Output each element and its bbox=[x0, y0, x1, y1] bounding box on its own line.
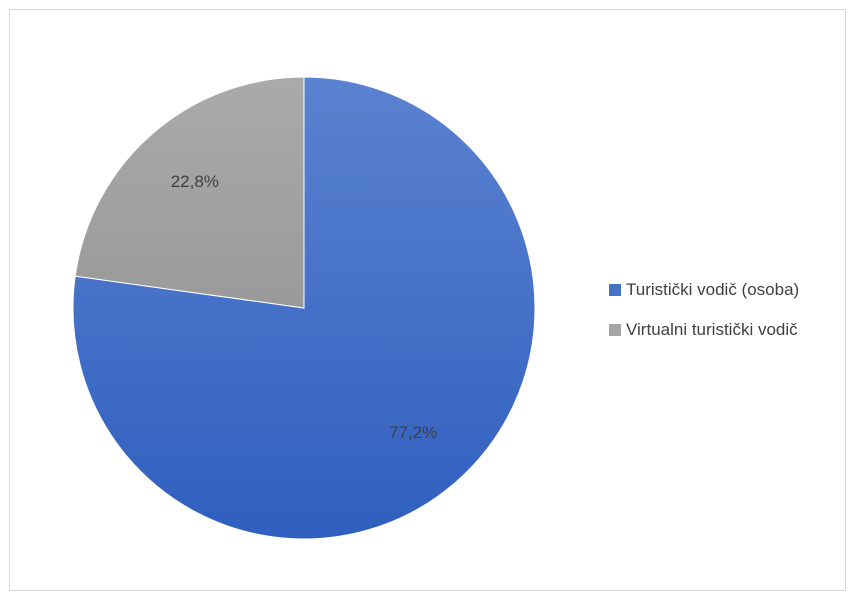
legend-label-osoba: Turistički vodič (osoba) bbox=[626, 280, 800, 299]
legend-swatch-osoba bbox=[609, 284, 621, 296]
legend-item-osoba[interactable]: Turistički vodič (osoba) bbox=[609, 280, 799, 300]
legend-label-virtualni: Virtualni turistički vodič bbox=[626, 320, 798, 339]
legend-item-virtualni[interactable]: Virtualni turistički vodič bbox=[609, 320, 799, 340]
pie-chart: 77,2% 22,8% bbox=[72, 76, 536, 540]
legend: Turistički vodič (osoba) Virtualni turis… bbox=[609, 280, 799, 360]
data-label-osoba: 77,2% bbox=[389, 423, 437, 442]
pie-slice-virtualni[interactable] bbox=[74, 76, 305, 309]
data-label-virtualni: 22,8% bbox=[171, 172, 219, 191]
chart-area: 77,2% 22,8% Turistički vodič (osoba) Virt… bbox=[9, 9, 846, 591]
legend-swatch-virtualni bbox=[609, 324, 621, 336]
